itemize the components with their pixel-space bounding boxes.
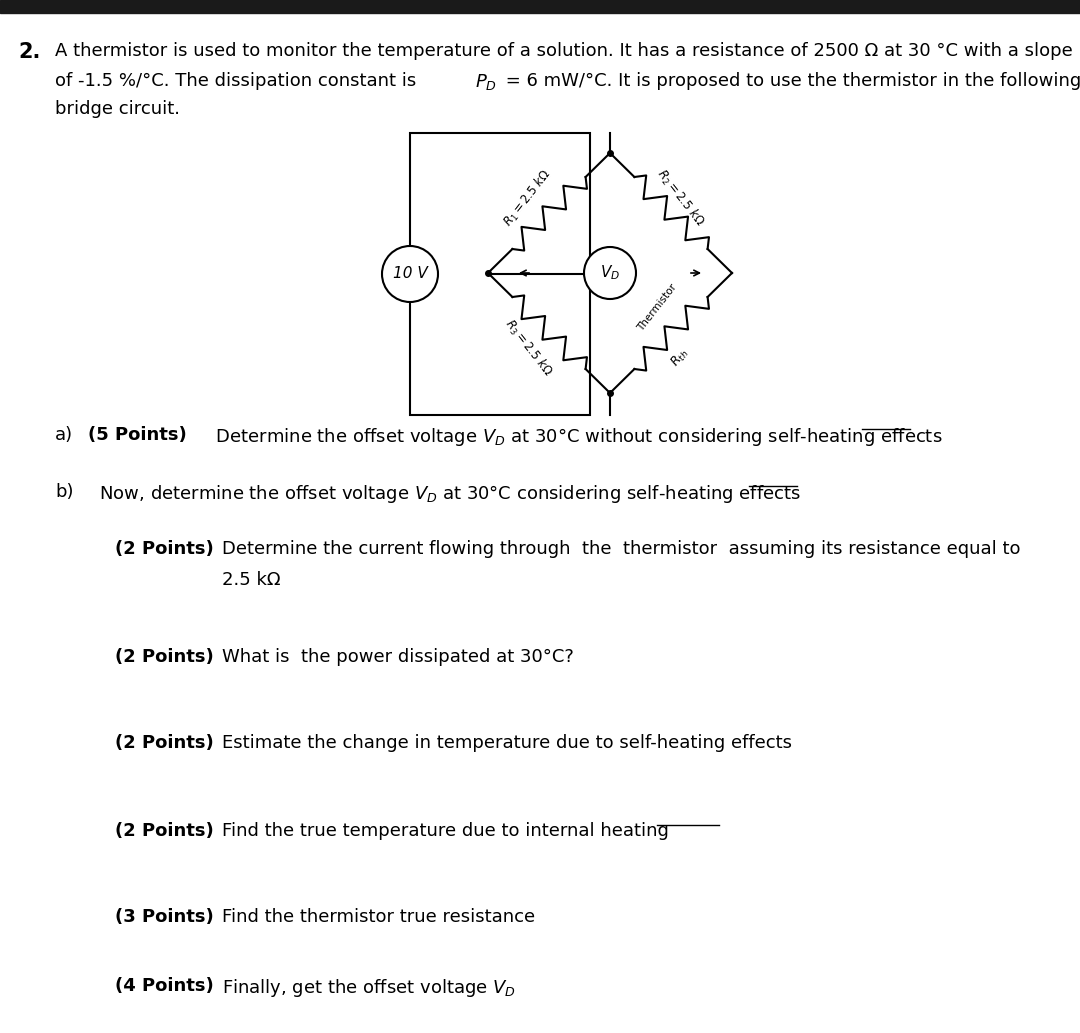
Circle shape xyxy=(382,246,438,302)
Text: A thermistor is used to monitor the temperature of a solution. It has a resistan: A thermistor is used to monitor the temp… xyxy=(55,42,1072,60)
Text: 2.: 2. xyxy=(18,42,40,62)
Text: (2 Points): (2 Points) xyxy=(114,540,214,558)
Text: bridge circuit.: bridge circuit. xyxy=(55,100,180,118)
Text: $P_D$: $P_D$ xyxy=(475,72,497,92)
Text: What is  the power dissipated at 30°C?: What is the power dissipated at 30°C? xyxy=(222,648,573,666)
Text: of -1.5 %/°C. The dissipation constant is: of -1.5 %/°C. The dissipation constant i… xyxy=(55,72,422,90)
Text: Thermistor: Thermistor xyxy=(635,282,678,334)
Bar xyxy=(0,0,1080,13)
Text: (4 Points): (4 Points) xyxy=(114,977,214,995)
Text: $R_3 = 2.5\ k\Omega$: $R_3 = 2.5\ k\Omega$ xyxy=(501,316,555,380)
Text: Determine the current flowing through  the  thermistor  assuming its resistance : Determine the current flowing through th… xyxy=(222,540,1021,558)
Text: Finally, get the offset voltage $V_D$: Finally, get the offset voltage $V_D$ xyxy=(222,977,516,999)
Text: (2 Points): (2 Points) xyxy=(114,648,214,666)
Text: $R_1 = 2.5\ k\Omega$: $R_1 = 2.5\ k\Omega$ xyxy=(501,166,555,229)
Text: (2 Points): (2 Points) xyxy=(114,822,214,840)
Text: 10 V: 10 V xyxy=(393,267,428,282)
Text: Determine the offset voltage $V_D$ at 30°C without considering self-heating effe: Determine the offset voltage $V_D$ at 30… xyxy=(210,426,943,448)
Text: $R_{th}$: $R_{th}$ xyxy=(669,346,692,370)
Text: Find the true temperature due to internal heating: Find the true temperature due to interna… xyxy=(222,822,669,840)
Text: b): b) xyxy=(55,483,73,501)
Text: (2 Points): (2 Points) xyxy=(114,734,214,752)
Text: (3 Points): (3 Points) xyxy=(114,908,214,926)
Text: 2.5 kΩ: 2.5 kΩ xyxy=(222,571,281,589)
Text: Estimate the change in temperature due to self-heating effects: Estimate the change in temperature due t… xyxy=(222,734,792,752)
Text: Now, determine the offset voltage $V_D$ at 30°C considering self-heating effects: Now, determine the offset voltage $V_D$ … xyxy=(87,483,801,505)
Text: = 6 mW/°C. It is proposed to use the thermistor in the following: = 6 mW/°C. It is proposed to use the the… xyxy=(500,72,1080,90)
Circle shape xyxy=(584,247,636,299)
Text: Find the thermistor true resistance: Find the thermistor true resistance xyxy=(222,908,535,926)
Bar xyxy=(410,133,590,415)
Text: a): a) xyxy=(55,426,73,444)
Text: (5 Points): (5 Points) xyxy=(87,426,187,444)
Text: $R_2 = 2.5\ k\Omega$: $R_2 = 2.5\ k\Omega$ xyxy=(652,166,707,229)
Text: $V_D$: $V_D$ xyxy=(600,263,620,282)
